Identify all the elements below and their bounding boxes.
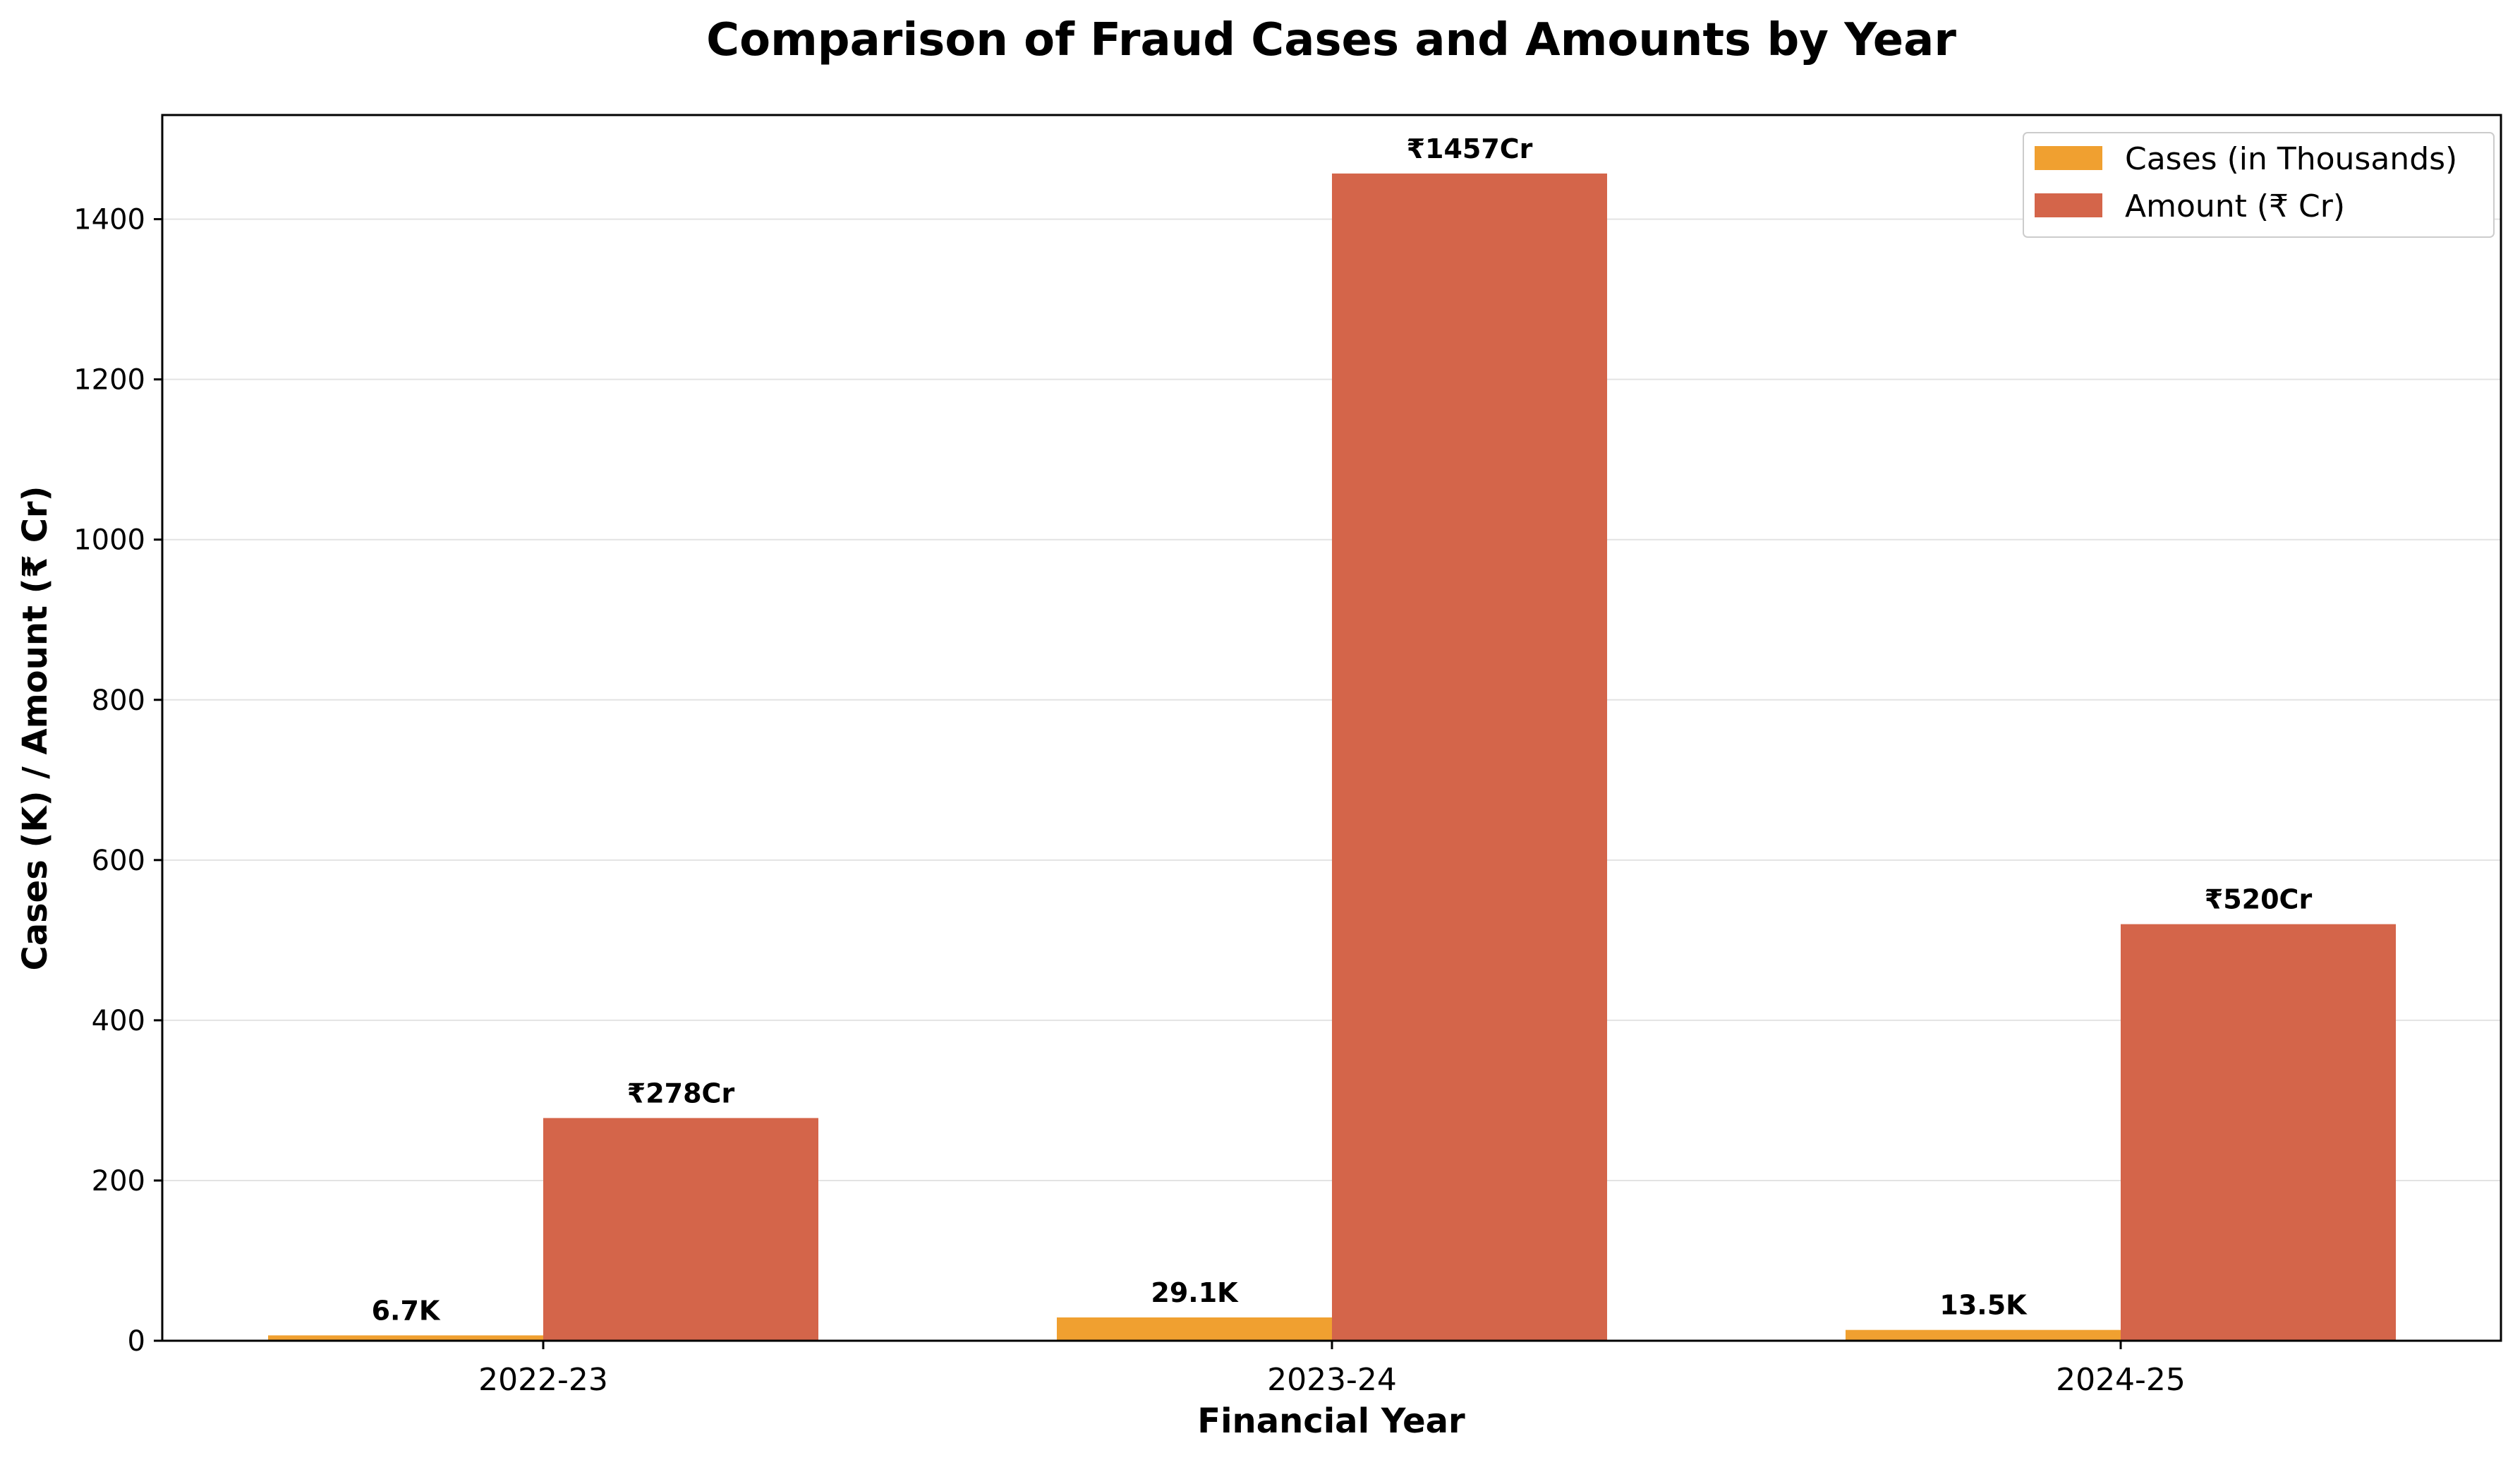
x-axis-label: Financial Year	[1197, 1401, 1465, 1441]
bar-cases	[268, 1335, 543, 1341]
legend-swatch-amount	[2035, 193, 2102, 217]
legend-swatch-cases	[2035, 146, 2102, 170]
y-axis-label: Cases (K) / Amount (₹ Cr)	[16, 485, 55, 970]
y-tick-label: 800	[92, 684, 145, 717]
x-tick-label: 2023-24	[1267, 1362, 1397, 1398]
x-axis-ticks: 2022-23 2023-24 2024-25	[478, 1341, 2186, 1398]
y-tick-label: 1200	[73, 364, 145, 397]
grid-lines	[162, 218, 2501, 1181]
data-label: ₹520Cr	[2205, 884, 2313, 915]
y-tick-label: 200	[92, 1165, 145, 1197]
y-tick-label: 0	[128, 1325, 145, 1358]
data-label: 6.7K	[372, 1295, 441, 1326]
y-tick-label: 1400	[73, 204, 145, 236]
legend-label-amount: Amount (₹ Cr)	[2125, 188, 2345, 224]
data-label: ₹278Cr	[627, 1078, 735, 1109]
data-label: ₹1457Cr	[1407, 133, 1533, 164]
legend-label-cases: Cases (in Thousands)	[2125, 141, 2457, 177]
legend-box	[2023, 132, 2495, 238]
x-tick-label: 2024-25	[2056, 1362, 2186, 1398]
data-label: 13.5K	[1939, 1290, 2028, 1321]
bar-cases	[1846, 1329, 2121, 1341]
data-labels: 6.7K ₹278Cr 29.1K ₹1457Cr 13.5K ₹520Cr	[372, 133, 2313, 1327]
x-tick-label: 2022-23	[478, 1362, 608, 1398]
bar-amount	[1332, 173, 1607, 1341]
y-tick-label: 400	[92, 1005, 145, 1037]
bars	[268, 173, 2396, 1341]
y-axis-ticks: 0 200 400 600 800 1000 1200 1400	[73, 204, 162, 1358]
y-tick-label: 1000	[73, 524, 145, 557]
bar-cases	[1057, 1317, 1332, 1341]
data-label: 29.1K	[1151, 1277, 1239, 1308]
chart-title: Comparison of Fraud Cases and Amounts by…	[706, 14, 1956, 66]
legend: Cases (in Thousands) Amount (₹ Cr)	[2023, 132, 2495, 238]
bar-amount	[2121, 924, 2396, 1341]
bar-amount	[543, 1118, 818, 1341]
y-tick-label: 600	[92, 845, 145, 877]
